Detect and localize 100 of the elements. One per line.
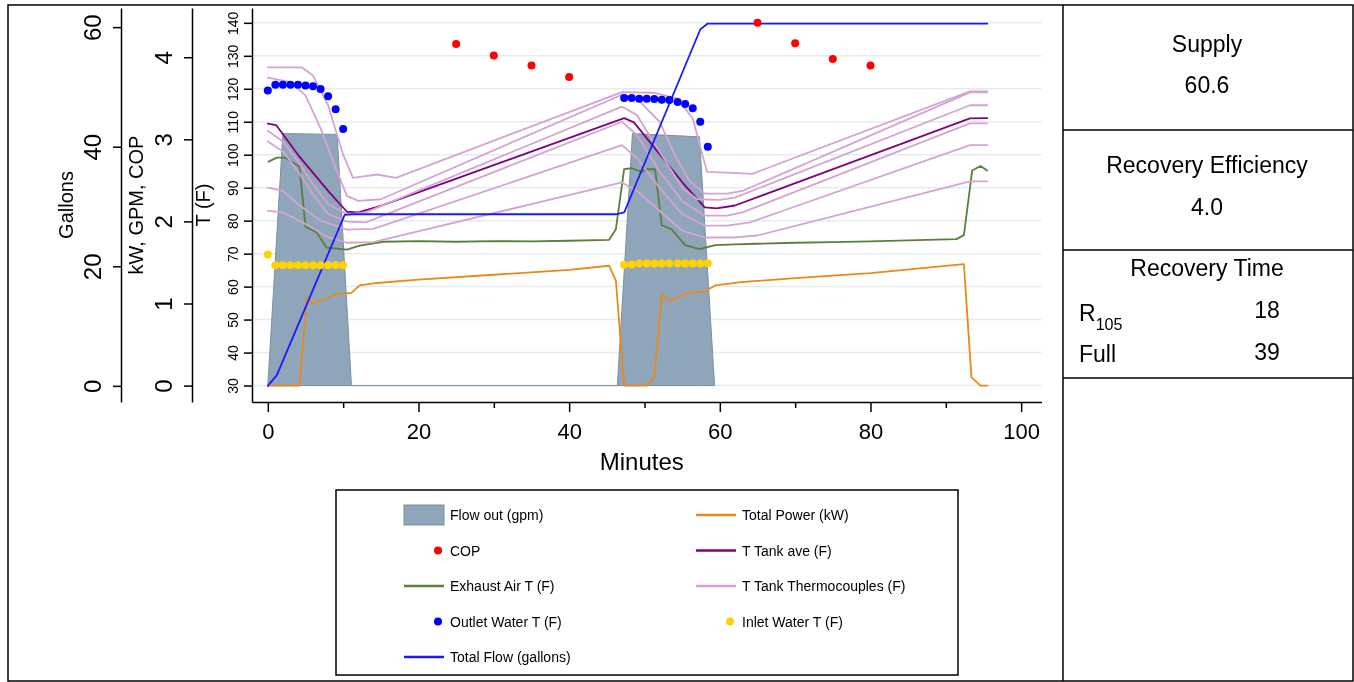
y3-axis-title: Gallons bbox=[55, 171, 77, 239]
point bbox=[627, 94, 636, 103]
text: 4.0 bbox=[1191, 194, 1223, 220]
point bbox=[278, 80, 287, 89]
point bbox=[339, 261, 348, 270]
point bbox=[791, 39, 800, 48]
point bbox=[527, 61, 536, 70]
x-tick-label: 80 bbox=[858, 419, 884, 445]
point bbox=[627, 260, 636, 269]
text: Full bbox=[1079, 341, 1117, 367]
legend-label: Total Power (kW) bbox=[742, 507, 849, 523]
point bbox=[673, 97, 682, 106]
point bbox=[703, 142, 712, 151]
point bbox=[309, 82, 318, 91]
legend-label: COP bbox=[450, 542, 481, 559]
y2-tick-label: 4 bbox=[150, 51, 177, 65]
y2-tick-label: 2 bbox=[150, 215, 177, 229]
legend-label: T Tank ave (F) bbox=[742, 542, 832, 559]
y-tick-label: 40 bbox=[225, 345, 241, 361]
y-tick-label: 80 bbox=[225, 213, 241, 229]
point bbox=[452, 40, 461, 49]
x-tick-label: 20 bbox=[406, 419, 432, 445]
legend-label: Inlet Water T (F) bbox=[742, 613, 843, 630]
legend-label: Flow out (gpm) bbox=[450, 507, 544, 523]
point bbox=[331, 105, 340, 114]
point bbox=[286, 261, 295, 270]
y-tick-label: 90 bbox=[225, 180, 241, 196]
point bbox=[565, 72, 574, 81]
y2-tick-label: 3 bbox=[150, 133, 177, 147]
line-series bbox=[266, 263, 989, 387]
line-series bbox=[266, 180, 989, 244]
point bbox=[339, 125, 348, 133]
point bbox=[331, 261, 340, 270]
point bbox=[309, 261, 318, 270]
point bbox=[657, 259, 666, 268]
y2-axis-title: kW, GPM, COP bbox=[125, 135, 147, 275]
y3-tick-label: 0 bbox=[79, 379, 106, 394]
text: 60.6 bbox=[1184, 72, 1230, 98]
point bbox=[301, 81, 310, 90]
y-tick-label: 60 bbox=[225, 279, 241, 295]
y3-tick-label: 40 bbox=[79, 133, 106, 161]
text: R$_{105}$ bbox=[1079, 300, 1123, 333]
y2-tick-label: 1 bbox=[150, 297, 177, 311]
point bbox=[635, 94, 644, 103]
point bbox=[620, 94, 629, 103]
x-axis-title: Minutes bbox=[599, 448, 684, 475]
y-tick-label: 50 bbox=[225, 312, 241, 328]
x-tick-label: 40 bbox=[557, 419, 582, 445]
text: Recovery Time bbox=[1130, 255, 1284, 281]
point bbox=[866, 61, 875, 70]
legend-label: T Tank Thermocouples (F) bbox=[742, 578, 906, 594]
point bbox=[286, 80, 295, 89]
point bbox=[703, 259, 712, 268]
point bbox=[278, 261, 287, 270]
y-tick-label: 140 bbox=[225, 11, 241, 36]
point bbox=[293, 80, 302, 89]
point bbox=[650, 95, 659, 103]
legend-label: Total Flow (gallons) bbox=[450, 649, 571, 665]
point bbox=[696, 259, 705, 268]
point bbox=[657, 95, 666, 104]
point bbox=[688, 259, 697, 268]
y-axis-title: T (F) bbox=[192, 183, 214, 227]
point bbox=[316, 85, 325, 94]
point bbox=[665, 95, 674, 104]
line-series bbox=[267, 156, 989, 251]
line-series bbox=[266, 144, 989, 231]
point bbox=[665, 259, 674, 268]
point bbox=[271, 80, 280, 89]
point bbox=[681, 259, 690, 268]
point bbox=[620, 260, 629, 269]
point bbox=[489, 51, 498, 60]
point bbox=[271, 261, 280, 270]
point bbox=[650, 259, 659, 268]
y3-tick-label: 20 bbox=[79, 253, 106, 281]
point bbox=[642, 259, 651, 268]
point bbox=[642, 94, 651, 103]
y2-tick-label: 0 bbox=[150, 379, 177, 393]
y-tick-label: 130 bbox=[225, 44, 241, 68]
point bbox=[753, 18, 762, 27]
legend-label: Exhaust Air T (F) bbox=[450, 578, 555, 594]
point bbox=[293, 261, 302, 270]
text: Supply bbox=[1171, 31, 1243, 57]
x-tick-label: 100 bbox=[1003, 419, 1041, 445]
point bbox=[263, 250, 272, 259]
point bbox=[828, 54, 837, 63]
point bbox=[696, 117, 705, 126]
x-tick-label: 0 bbox=[262, 419, 275, 445]
point bbox=[301, 261, 310, 270]
y-tick-label: 30 bbox=[225, 378, 241, 394]
line-series bbox=[266, 22, 989, 387]
y-tick-label: 110 bbox=[225, 110, 241, 134]
point bbox=[681, 99, 690, 108]
text: 39 bbox=[1254, 339, 1280, 365]
y-tick-label: 100 bbox=[225, 143, 241, 167]
x-tick-label: 60 bbox=[708, 419, 733, 445]
point bbox=[263, 86, 272, 95]
point bbox=[673, 259, 682, 268]
text: Recovery Efficiency bbox=[1106, 152, 1309, 178]
point bbox=[316, 261, 325, 270]
legend-label: Outlet Water T (F) bbox=[450, 613, 562, 630]
